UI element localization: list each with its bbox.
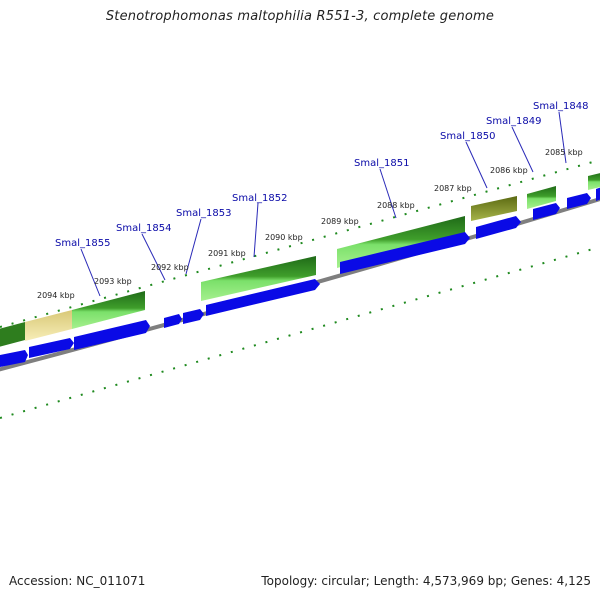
gene-label-smal-1848[interactable]: Smal_1848 [533, 101, 588, 112]
kbp-label: 2090 kbp [265, 233, 303, 242]
cds-track [0, 186, 600, 368]
gene-leaders [80, 111, 567, 297]
kbp-label: 2092 kbp [151, 263, 189, 272]
genome-summary: Topology: circular; Length: 4,573,969 bp… [261, 574, 591, 588]
kbp-label: 2089 kbp [321, 217, 359, 226]
cds-arrow[interactable] [340, 232, 470, 274]
kbp-label: 2087 kbp [434, 184, 472, 193]
gene-label-smal-1852[interactable]: Smal_1852 [232, 193, 287, 204]
gene-label-smal-1850[interactable]: Smal_1850 [440, 131, 495, 142]
accession-label: Accession: NC_011071 [9, 574, 146, 588]
cds-arrow[interactable] [0, 350, 28, 368]
cds-arrow[interactable] [206, 279, 320, 316]
cds-arrow[interactable] [476, 216, 521, 239]
gene-band-1848[interactable] [588, 172, 600, 190]
kbp-label: 2091 kbp [208, 249, 246, 258]
gene-band-1855[interactable] [72, 291, 145, 329]
gene-band-1850-olive[interactable] [471, 196, 517, 221]
gene-label-smal-1851[interactable]: Smal_1851 [354, 158, 409, 169]
gene-band-1851[interactable] [337, 216, 465, 268]
kbp-label: 2085 kbp [545, 148, 583, 157]
gene-label-smal-1853[interactable]: Smal_1853 [176, 208, 231, 219]
cds-arrow[interactable] [164, 314, 182, 328]
kbp-labels: 2094 kbp 2093 kbp 2092 kbp 2091 kbp 2090… [37, 148, 583, 300]
cds-arrow[interactable] [567, 193, 591, 209]
gene-band-left-dark[interactable] [0, 322, 25, 348]
kbp-label: 2093 kbp [94, 277, 132, 286]
gene-band-1849[interactable] [527, 186, 556, 209]
gene-band-pale-yellow[interactable] [25, 310, 72, 341]
feature-track [0, 172, 600, 348]
gene-label-smal-1855[interactable]: Smal_1855 [55, 238, 110, 249]
cds-arrow[interactable] [596, 186, 600, 201]
kbp-label: 2094 kbp [37, 291, 75, 300]
gene-label-smal-1849[interactable]: Smal_1849 [486, 116, 541, 127]
cds-arrow[interactable] [29, 338, 74, 358]
gene-labels: Smal_1855 Smal_1854 Smal_1853 Smal_1852 … [55, 101, 588, 249]
map-title: Stenotrophomonas maltophilia R551-3, com… [105, 9, 495, 24]
kbp-label: 2088 kbp [377, 201, 415, 210]
gene-label-smal-1854[interactable]: Smal_1854 [116, 223, 171, 234]
kbp-label: 2086 kbp [490, 166, 528, 175]
gene-band-1852[interactable] [201, 256, 316, 301]
cds-arrow[interactable] [183, 309, 204, 324]
cds-arrow[interactable] [74, 320, 150, 350]
cds-arrow[interactable] [533, 203, 560, 220]
